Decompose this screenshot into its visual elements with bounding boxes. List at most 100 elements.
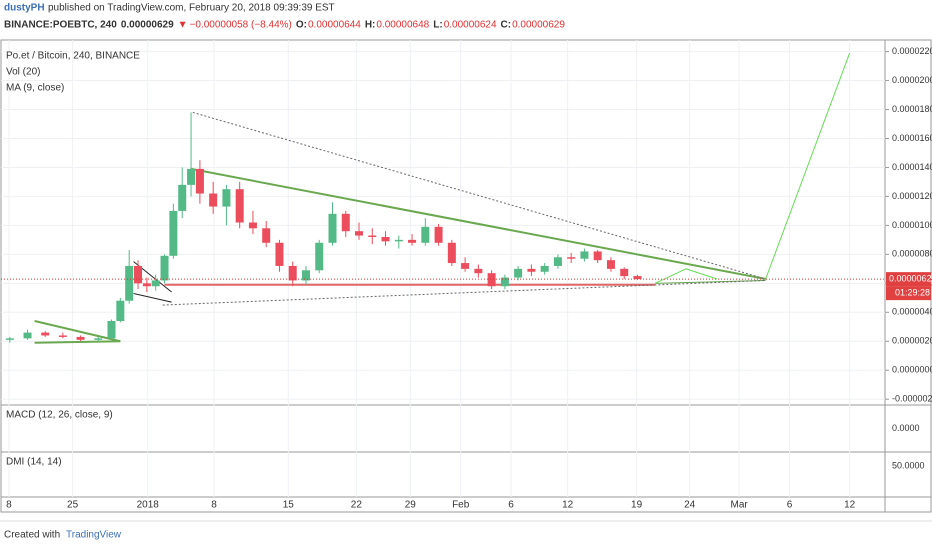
candle-body bbox=[76, 336, 85, 340]
y-tick-label: 0.00001200 bbox=[892, 191, 932, 201]
candle-body bbox=[474, 268, 483, 274]
trend-line bbox=[34, 320, 121, 343]
candle-body bbox=[248, 222, 257, 229]
candle-body bbox=[315, 242, 324, 271]
candle-body bbox=[134, 265, 143, 284]
trend-line bbox=[162, 279, 766, 306]
candle-body bbox=[41, 332, 50, 336]
footer-brand: TradingView bbox=[66, 530, 122, 541]
candle-body bbox=[187, 168, 196, 185]
pane-label: MACD (12, 26, close, 9) bbox=[6, 410, 113, 421]
last-price-label: 0.00000629 bbox=[889, 274, 932, 284]
x-tick-label: Feb bbox=[452, 500, 470, 511]
candle-body bbox=[328, 213, 337, 243]
pane-axis-label: 0.0000 bbox=[892, 423, 920, 433]
legend-entry: MA (9, close) bbox=[6, 83, 64, 94]
candle-body bbox=[487, 273, 496, 287]
header-text: 0.00000629 bbox=[121, 20, 174, 31]
header-text: ▼ bbox=[178, 20, 188, 31]
x-tick-label: 8 bbox=[211, 500, 217, 511]
header-text: 0.00000644 bbox=[308, 20, 361, 31]
candle-body bbox=[142, 283, 151, 287]
x-tick-label: 15 bbox=[283, 500, 295, 511]
candle-body bbox=[160, 255, 169, 281]
candle-body bbox=[169, 210, 178, 256]
candle-body bbox=[527, 268, 536, 272]
author: dustyPH bbox=[4, 3, 45, 14]
y-tick-label: 0.00001600 bbox=[892, 133, 932, 143]
y-tick-label: -0.00000200 bbox=[892, 394, 932, 404]
candle-body bbox=[125, 265, 134, 301]
pane-label: DMI (14, 14) bbox=[6, 457, 62, 468]
header-text: −0.00000058 (−8.44%) bbox=[190, 20, 292, 31]
footer-created: Created with bbox=[4, 530, 60, 541]
y-tick-label: 0.00000200 bbox=[892, 336, 932, 346]
published: published on TradingView.com, February 2… bbox=[48, 3, 335, 14]
trend-line bbox=[34, 340, 121, 344]
candle-body bbox=[355, 231, 364, 236]
x-tick-label: 6 bbox=[508, 500, 514, 511]
header-text: O: bbox=[296, 20, 307, 31]
candle-body bbox=[633, 276, 642, 280]
x-tick-label: 6 bbox=[787, 500, 793, 511]
y-tick-label: 0.00001400 bbox=[892, 162, 932, 172]
candle-body bbox=[500, 277, 509, 287]
header-text: H: bbox=[365, 20, 376, 31]
candle-body bbox=[58, 335, 67, 337]
candle-body bbox=[540, 265, 549, 272]
x-tick-label: 12 bbox=[844, 500, 856, 511]
candle-body bbox=[151, 280, 160, 287]
candle-body bbox=[620, 268, 629, 277]
header-text: 0.00000624 bbox=[444, 20, 497, 31]
candle-body bbox=[275, 242, 284, 266]
candle-body bbox=[116, 300, 125, 321]
candle-body bbox=[5, 338, 14, 340]
header-text: C: bbox=[501, 20, 512, 31]
candle-body bbox=[262, 228, 271, 243]
pane-axis-label: 50.0000 bbox=[892, 460, 925, 470]
trend-line bbox=[192, 111, 766, 280]
candle-body bbox=[421, 226, 430, 243]
x-tick-label: 12 bbox=[562, 500, 574, 511]
trend-line bbox=[765, 52, 851, 280]
candle-body bbox=[447, 242, 456, 264]
x-tick-label: 25 bbox=[67, 500, 79, 511]
candle-body bbox=[178, 184, 187, 211]
trend-line bbox=[654, 268, 718, 284]
candle-body bbox=[394, 239, 403, 242]
x-tick-label: 29 bbox=[405, 500, 417, 511]
candle-body bbox=[209, 193, 218, 207]
header-text: L: bbox=[433, 20, 442, 31]
legend-entry: Po.et / Bitcoin, 240, BINANCE bbox=[6, 51, 140, 62]
candle-body bbox=[94, 338, 103, 340]
candle-body bbox=[580, 251, 589, 259]
y-tick-label: 0.00000800 bbox=[892, 249, 932, 259]
y-tick-label: 0.00000400 bbox=[892, 307, 932, 317]
candle-body bbox=[195, 168, 204, 194]
x-tick-label: 8 bbox=[6, 500, 12, 511]
candle-body bbox=[514, 268, 523, 278]
candle-body bbox=[567, 257, 576, 259]
last-price-box bbox=[886, 272, 931, 287]
symbol-line: BINANCE:POEBTC, 240 0.00000629 ▼ −0.0000005… bbox=[4, 20, 565, 31]
candle-body bbox=[341, 213, 350, 232]
x-tick-label: 2018 bbox=[137, 500, 160, 511]
candle-body bbox=[606, 260, 615, 269]
countdown-box bbox=[886, 286, 931, 301]
candle-body bbox=[23, 332, 32, 339]
candle-body bbox=[408, 239, 417, 243]
x-tick-label: Mar bbox=[731, 500, 749, 511]
candle-body bbox=[107, 320, 116, 339]
countdown: 01:29:28 bbox=[895, 288, 930, 298]
y-tick-label: 0.00001800 bbox=[892, 104, 932, 114]
y-tick-label: 0.00001000 bbox=[892, 220, 932, 230]
candle-body bbox=[553, 257, 562, 266]
candle-body bbox=[461, 263, 470, 269]
header-text: 0.00000648 bbox=[376, 20, 429, 31]
header-text: 0.00000629 bbox=[512, 20, 565, 31]
trend-line bbox=[133, 292, 172, 303]
candle-body bbox=[301, 270, 310, 281]
x-tick-label: 24 bbox=[684, 500, 696, 511]
